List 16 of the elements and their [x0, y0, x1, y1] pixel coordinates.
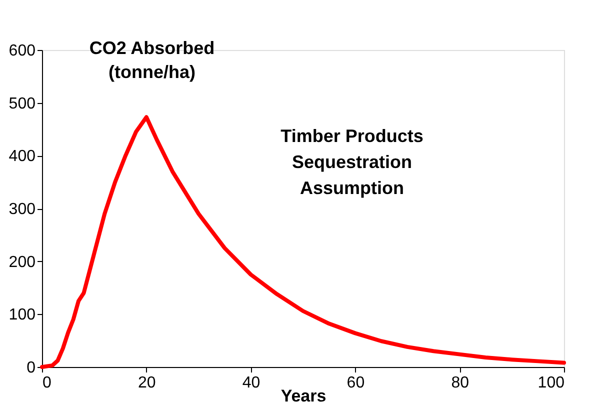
x-tick-label: 0	[42, 374, 52, 392]
x-tick-label: 80	[451, 374, 470, 392]
y-axis-title: CO2 Absorbed (tonne/ha)	[89, 38, 215, 82]
x-tick-label: 20	[138, 374, 156, 392]
y-tick-label: 500	[8, 95, 36, 112]
y-tick-label: 100	[8, 306, 36, 324]
x-tick-label: 40	[242, 374, 260, 392]
y-tick-label: 400	[8, 148, 36, 166]
x-axis-title: Years	[280, 386, 326, 406]
annotation: Timber Products Sequestration Assumption	[280, 126, 424, 198]
y-tick-label: 600	[8, 42, 36, 60]
x-tick-label: 100	[538, 374, 565, 392]
y-tick-label: 0	[26, 360, 36, 376]
y-tick-label: 300	[8, 201, 36, 218]
x-tick-label: 60	[346, 374, 365, 392]
y-tick-label: 200	[8, 254, 36, 271]
